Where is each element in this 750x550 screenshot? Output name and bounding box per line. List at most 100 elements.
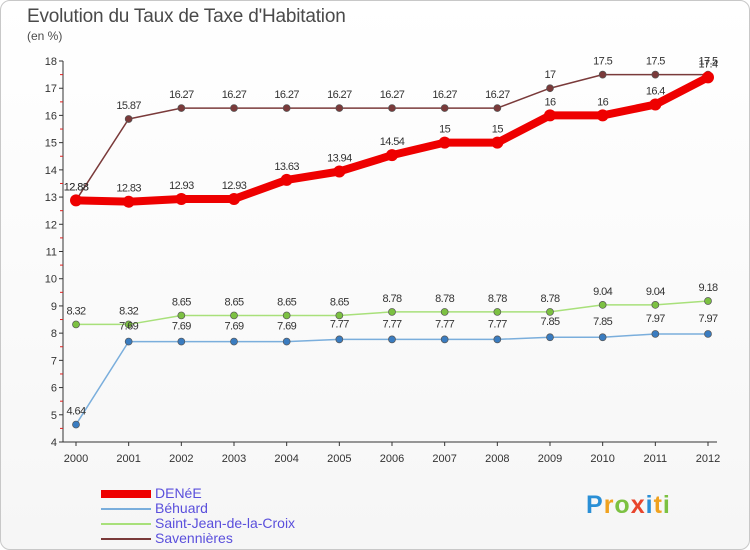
data-label: 4.64 [66, 406, 85, 418]
legend-swatch [101, 507, 151, 510]
data-point [122, 195, 135, 208]
data-label: 15 [439, 124, 451, 136]
data-label: 17 [544, 69, 556, 81]
data-label: 7.69 [224, 321, 243, 333]
data-point [177, 104, 186, 112]
x-tick-label: 2002 [169, 453, 193, 465]
legend-swatch [101, 489, 151, 498]
data-label: 17.5 [646, 56, 665, 68]
data-label: 17.5 [698, 56, 717, 68]
data-point [386, 149, 398, 162]
data-label: 17.4 [698, 58, 717, 70]
data-point [124, 337, 133, 346]
data-point [546, 308, 554, 316]
data-label: 9.04 [593, 286, 612, 298]
data-label: 7.77 [330, 318, 349, 330]
data-label: 8.78 [540, 293, 559, 305]
data-point [280, 173, 293, 186]
data-label: 16.4 [646, 86, 665, 98]
data-label: 9.18 [698, 282, 717, 294]
data-label: 8.32 [66, 305, 85, 317]
data-point [493, 104, 502, 112]
data-label: 7.69 [119, 321, 138, 333]
x-tick-label: 2010 [590, 453, 614, 465]
y-tick-label: 6 [51, 383, 57, 395]
data-point [651, 330, 660, 338]
data-label: 7.69 [172, 321, 191, 333]
logo-letter: i [645, 491, 654, 519]
data-label: 15.87 [116, 100, 141, 112]
data-point [72, 420, 80, 429]
data-point [438, 136, 451, 149]
data-point [388, 308, 396, 316]
legend-swatch [101, 537, 151, 540]
data-point [704, 297, 712, 305]
logo-letter: t [653, 491, 663, 519]
legend: DENéE Béhuard Saint-Jean-de-la-Croix Savenn… [101, 486, 295, 546]
series-line [75, 333, 709, 426]
x-tick-label: 2011 [644, 453, 668, 465]
logo-letter: P [586, 491, 604, 519]
data-point [124, 320, 133, 329]
y-tick-label: 8 [51, 328, 57, 340]
data-label: 7.97 [698, 313, 717, 325]
legend-item: DENéE [101, 486, 295, 501]
data-label: 7.85 [593, 316, 612, 328]
data-point [596, 109, 609, 122]
data-label: 15 [492, 124, 504, 136]
y-tick-label: 10 [45, 274, 57, 286]
data-label: 16.27 [485, 89, 510, 101]
proxiti-logo: Proxiti [586, 491, 671, 520]
legend-item: Béhuard [101, 501, 295, 516]
data-point [177, 311, 186, 320]
legend-swatch [101, 522, 151, 525]
data-point [440, 335, 449, 344]
data-point [230, 311, 238, 320]
logo-letter: i [662, 491, 671, 519]
data-label: 17.5 [593, 56, 612, 68]
data-point [230, 104, 238, 112]
logo-letter: x [630, 491, 646, 519]
logo-letter: o [614, 491, 631, 519]
data-label: 7.85 [540, 316, 559, 328]
data-label: 12.93 [222, 180, 247, 192]
data-point [493, 308, 502, 316]
legend-label: Saint-Jean-de-la-Croix [155, 515, 296, 531]
data-point [70, 194, 82, 207]
data-label: 7.77 [382, 318, 401, 330]
data-point [335, 335, 344, 344]
data-point [333, 165, 346, 178]
data-point [544, 109, 556, 122]
y-tick-label: 4 [51, 437, 57, 449]
data-label: 8.78 [382, 293, 401, 305]
data-label: 7.97 [646, 313, 665, 325]
data-point [651, 300, 660, 309]
data-point [546, 84, 554, 93]
data-label: 12.88 [64, 181, 89, 193]
data-label: 7.77 [435, 318, 454, 330]
x-tick-label: 2005 [327, 453, 351, 465]
data-point [546, 333, 554, 342]
x-tick-label: 2012 [696, 453, 720, 465]
data-point [440, 308, 449, 316]
x-tick-label: 2001 [116, 453, 140, 465]
legend-item: Saint-Jean-de-la-Croix [101, 516, 295, 531]
data-label: 9.04 [646, 286, 665, 298]
data-point [598, 333, 607, 342]
data-label: 7.77 [488, 318, 507, 330]
legend-label: Béhuard [155, 500, 208, 516]
data-point [493, 335, 502, 344]
data-point [388, 335, 396, 344]
chart-title: Evolution du Taux de Taxe d'Habitation [27, 6, 346, 27]
data-label: 12.88 [64, 181, 89, 193]
data-label: 8.65 [172, 296, 191, 308]
data-point [335, 311, 344, 320]
data-label: 16.27 [380, 89, 405, 101]
data-label: 16.27 [274, 89, 299, 101]
legend-label: Savennières [155, 530, 233, 546]
data-label: 13.94 [327, 152, 352, 164]
data-label: 13.63 [274, 161, 299, 173]
data-point [440, 104, 449, 112]
y-tick-label: 14 [45, 165, 57, 177]
